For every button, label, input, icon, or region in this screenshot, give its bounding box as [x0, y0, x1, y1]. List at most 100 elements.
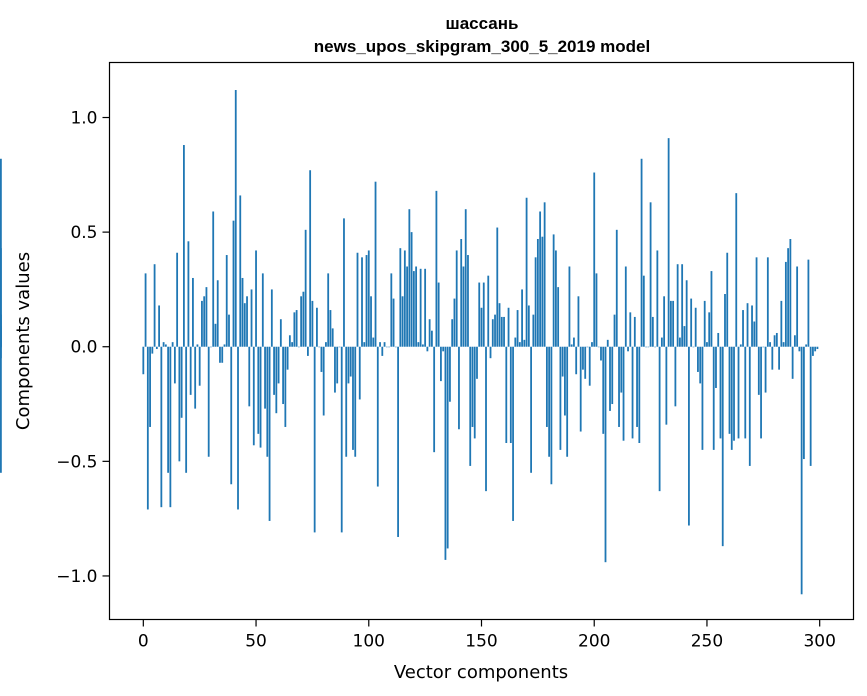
- bar-82: [327, 273, 330, 347]
- bar-278: [769, 342, 771, 347]
- y-tick-label-4: 1.0: [70, 109, 97, 129]
- bar-114: [399, 248, 402, 347]
- y-tick-label-3: 0.5: [70, 223, 97, 243]
- bar-undefined: [0, 346, 2, 348]
- bar-250: [706, 342, 708, 347]
- bar-109: [388, 346, 390, 348]
- bar-70: [300, 296, 303, 347]
- bar-240: [683, 326, 686, 347]
- bar-298: [814, 346, 817, 352]
- bar-276: [764, 346, 767, 393]
- bar-291: [798, 346, 801, 352]
- bar-232: [665, 346, 668, 425]
- bar-123: [419, 268, 422, 347]
- bar-32: [214, 323, 217, 347]
- bar-216: [629, 312, 632, 347]
- bar-152: [485, 346, 487, 492]
- bar-220: [638, 346, 641, 443]
- bar-228: [656, 250, 659, 347]
- bar-198: [588, 346, 591, 386]
- bar-157: [496, 227, 499, 347]
- bar-204: [602, 346, 605, 434]
- bar-128: [431, 330, 433, 347]
- bar-230: [660, 337, 663, 347]
- bar-29: [207, 346, 210, 457]
- bar-86: [336, 346, 339, 384]
- bar-180: [548, 346, 551, 457]
- bar-147: [473, 346, 476, 439]
- bar-273: [757, 346, 760, 395]
- bar-205: [604, 346, 607, 563]
- bar-31: [212, 211, 215, 347]
- bar-169: [523, 339, 526, 347]
- bar-92: [349, 346, 352, 377]
- bar-258: [724, 294, 726, 347]
- bar-297: [812, 346, 814, 356]
- bar-140: [458, 346, 460, 430]
- bar-undefined: [0, 346, 2, 473]
- bar-161: [505, 346, 508, 443]
- bar-116: [403, 250, 406, 347]
- bar-295: [807, 259, 810, 347]
- bar-107: [383, 342, 386, 347]
- bar-239: [681, 264, 684, 347]
- y-axis-label: Components values: [13, 252, 34, 430]
- bar-93: [352, 346, 354, 450]
- bar-3: [149, 346, 151, 427]
- y-tick-label-1: −0.5: [56, 452, 97, 472]
- bar-53: [261, 273, 264, 347]
- bar-286: [787, 248, 790, 347]
- bar-285: [784, 261, 787, 347]
- bar-127: [428, 319, 431, 347]
- bar-293: [803, 346, 805, 460]
- bar-44: [241, 277, 244, 347]
- bar-43: [239, 195, 242, 347]
- bar-188: [566, 346, 569, 457]
- bar-60: [277, 346, 280, 384]
- bar-67: [293, 312, 296, 347]
- bar-111: [392, 298, 395, 347]
- bar-292: [800, 346, 803, 595]
- bar-219: [636, 346, 638, 427]
- bar-283: [780, 300, 783, 347]
- bar-166: [516, 310, 519, 347]
- bar-57: [270, 289, 273, 347]
- bar-212: [620, 346, 623, 393]
- bar-62: [282, 346, 284, 405]
- bar-59: [275, 346, 278, 414]
- bar-170: [525, 197, 528, 347]
- bar-253: [712, 346, 715, 450]
- bar-217: [631, 346, 634, 439]
- bar-262: [733, 346, 735, 441]
- bar-138: [453, 298, 456, 347]
- bar-91: [347, 346, 350, 384]
- bars-group: [0, 90, 819, 595]
- bar-89: [343, 218, 345, 347]
- bar-144: [467, 255, 469, 347]
- x-tick-label-250: 250: [691, 632, 723, 652]
- x-tick-label-150: 150: [465, 632, 497, 652]
- bar-296: [809, 346, 812, 466]
- bar-227: [654, 346, 656, 348]
- bar-287: [789, 239, 792, 347]
- bar-269: [748, 346, 751, 466]
- bar-134: [444, 346, 447, 560]
- bar-118: [408, 209, 411, 347]
- bar-54: [264, 346, 266, 409]
- bar-211: [618, 346, 620, 427]
- bar-132: [440, 346, 442, 382]
- bar-173: [532, 314, 535, 347]
- x-tick-label-0: 0: [138, 632, 149, 652]
- bar-99: [365, 255, 368, 347]
- bar-8: [160, 346, 163, 508]
- bar-158: [498, 303, 501, 347]
- bar-214: [624, 266, 627, 347]
- bar-28: [205, 287, 208, 347]
- x-axis-ticks: 0 50 100 150 200 250 300: [138, 619, 836, 652]
- bar-225: [649, 202, 652, 347]
- bar-236: [674, 346, 677, 407]
- bar-176: [539, 211, 542, 347]
- bar-104: [376, 346, 379, 487]
- bar-129: [433, 346, 436, 453]
- bar-224: [647, 346, 650, 348]
